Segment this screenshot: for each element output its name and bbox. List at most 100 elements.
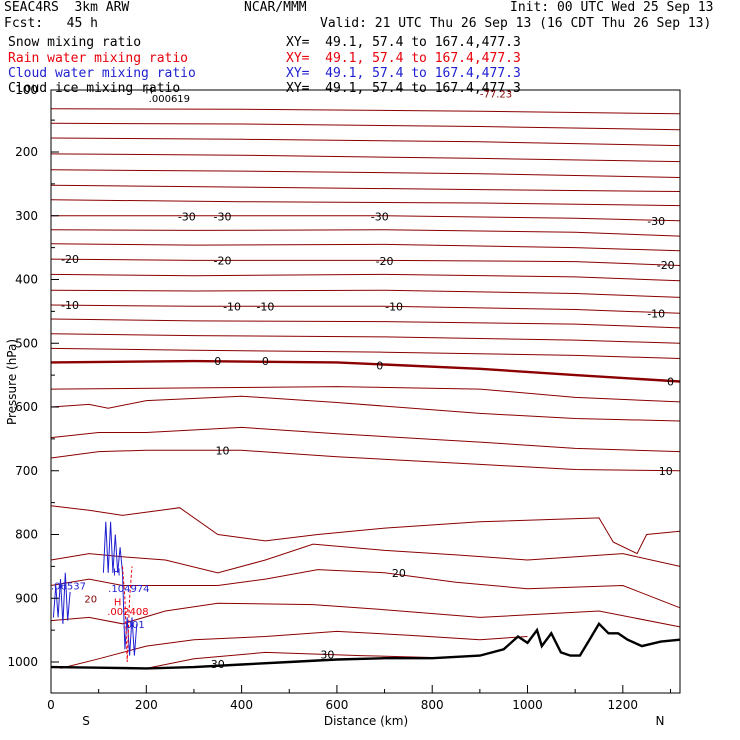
field-xy-snow: XY= 49.1, 57.4 to 167.4,477.3 [286,35,521,50]
contour-label: -20 [214,254,232,267]
field-xy-cloud-ice: XY= 49.1, 57.4 to 167.4,477.3 [286,81,521,96]
y-tick-label: 1000 [7,655,38,669]
cloud-water-contour [102,521,138,656]
temperature-contour-line [60,630,528,669]
contour-label: -20 [376,255,394,268]
forecast-hour: Fcst: 45 h [4,16,98,31]
field-annotation: .000619 [149,94,190,105]
y-tick-label: 600 [15,400,38,414]
contour-label: -20 [61,253,79,266]
temperature-contour-line [50,318,681,329]
contour-label: -10 [647,307,665,320]
y-axis-label: Pressure (hPa) [5,339,19,425]
field-annotation: 20 [84,594,97,605]
terrain-line [50,621,681,670]
y-tick-label: 800 [15,528,38,542]
contour-label: 0 [214,355,221,368]
x-tick-label: 1000 [512,698,543,712]
temperature-contour-line [50,243,681,252]
temperature-contour-line [50,304,681,314]
contour-label: 30 [320,648,334,661]
axes: 0 200 400 600 800 1000 12002003004005006007008… [7,119,671,712]
temperature-contour-line [50,426,681,453]
x-tick-label: 600 [325,698,348,712]
temperature-contour-line [50,505,681,555]
field-annotation: H [145,86,153,97]
plot-frame [50,89,681,694]
contour-label: -10 [385,300,403,313]
y-tick-label: 300 [15,209,38,223]
field-annotation: .06537 [51,582,86,593]
contour-label: 0 [262,355,269,368]
y-tick-label: 900 [15,591,38,605]
valid-time: Valid: 21 UTC Thu 26 Sep 13 (16 CDT Thu … [320,16,712,31]
contour-label: -30 [178,210,196,223]
contour-label: -30 [371,210,389,223]
temperature-contour-line [50,108,681,115]
y-tick-label: 500 [15,336,38,350]
contour-label: 10 [216,444,230,457]
temperature-contour-line [50,543,681,574]
temperature-contour-line [50,229,681,237]
temperature-contour-line [50,602,681,628]
x-tick-label: 400 [230,698,253,712]
temperature-contour-line [50,569,681,609]
temperature-contour-line [50,395,681,422]
temperature-contour-line [50,449,681,472]
field-annotation: .002408 [107,607,148,618]
contour-label: -20 [657,259,675,272]
field-annotation: H [114,597,122,608]
y-top-tick-label: 100 [15,83,38,97]
mixing-ratio-contours [52,521,138,663]
field-annotation: .104974 [108,584,149,595]
x-tick-label: 200 [135,698,158,712]
contour-label: -30 [647,215,665,228]
contour-label: -10 [223,300,241,313]
field-label-rain: Rain water mixing ratio [8,51,189,66]
field-annotation: H [113,567,121,578]
contour-label: -30 [214,210,232,223]
endpoint-north: N [656,714,665,728]
field-label-snow: Snow mixing ratio [8,35,142,50]
temperature-contour-line [51,215,681,222]
x-tick-label: 1200 [608,698,639,712]
init-time: Init: 00 UTC Wed 25 Sep 13 [510,0,714,15]
y-tick-label: 200 [15,145,38,159]
temperature-contours [50,108,681,669]
cloud-water-contour [52,572,71,624]
contour-label: -10 [256,300,274,313]
field-xy-rain: XY= 49.1, 57.4 to 167.4,477.3 [286,51,521,66]
temperature-contour-line [50,122,681,131]
y-tick-label: 400 [15,273,38,287]
contour-label: 10 [659,465,673,478]
temperature-contour-line [50,333,681,344]
y-tick-label: 700 [15,464,38,478]
temperature-contour-line [146,651,433,669]
source-label: NCAR/MMM [244,0,307,15]
field-label-cloud-ice: Cloud ice mixing ratio [8,81,181,96]
x-axis-label: Distance (km) [324,714,408,728]
field-annotation: .001 [122,620,144,631]
temperature-contour-line [50,258,681,266]
terrain-surface [50,621,681,670]
rain-water-contour [122,566,133,663]
temperature-contour-line [50,347,681,359]
field-xy-cloud-water: XY= 49.1, 57.4 to 167.4,477.3 [286,66,521,81]
temperature-contour-line [50,137,681,147]
temperature-contour-line [50,289,681,298]
temperature-contour-line [50,184,681,192]
field-annotation: -77.23 [480,89,512,100]
x-tick-label: 0 [47,698,55,712]
temperature-contour-line [50,273,681,282]
temperature-contour-line [50,199,681,207]
temperature-contour-line [50,169,681,178]
field-label-cloud-water: Cloud water mixing ratio [8,66,196,81]
x-tick-label: 800 [421,698,444,712]
contour-label: 30 [211,658,225,671]
temperature-contour-line [50,386,681,403]
temperature-contour-line [50,359,681,383]
contour-label: 0 [376,360,383,373]
contour-label: 0 [667,376,674,389]
